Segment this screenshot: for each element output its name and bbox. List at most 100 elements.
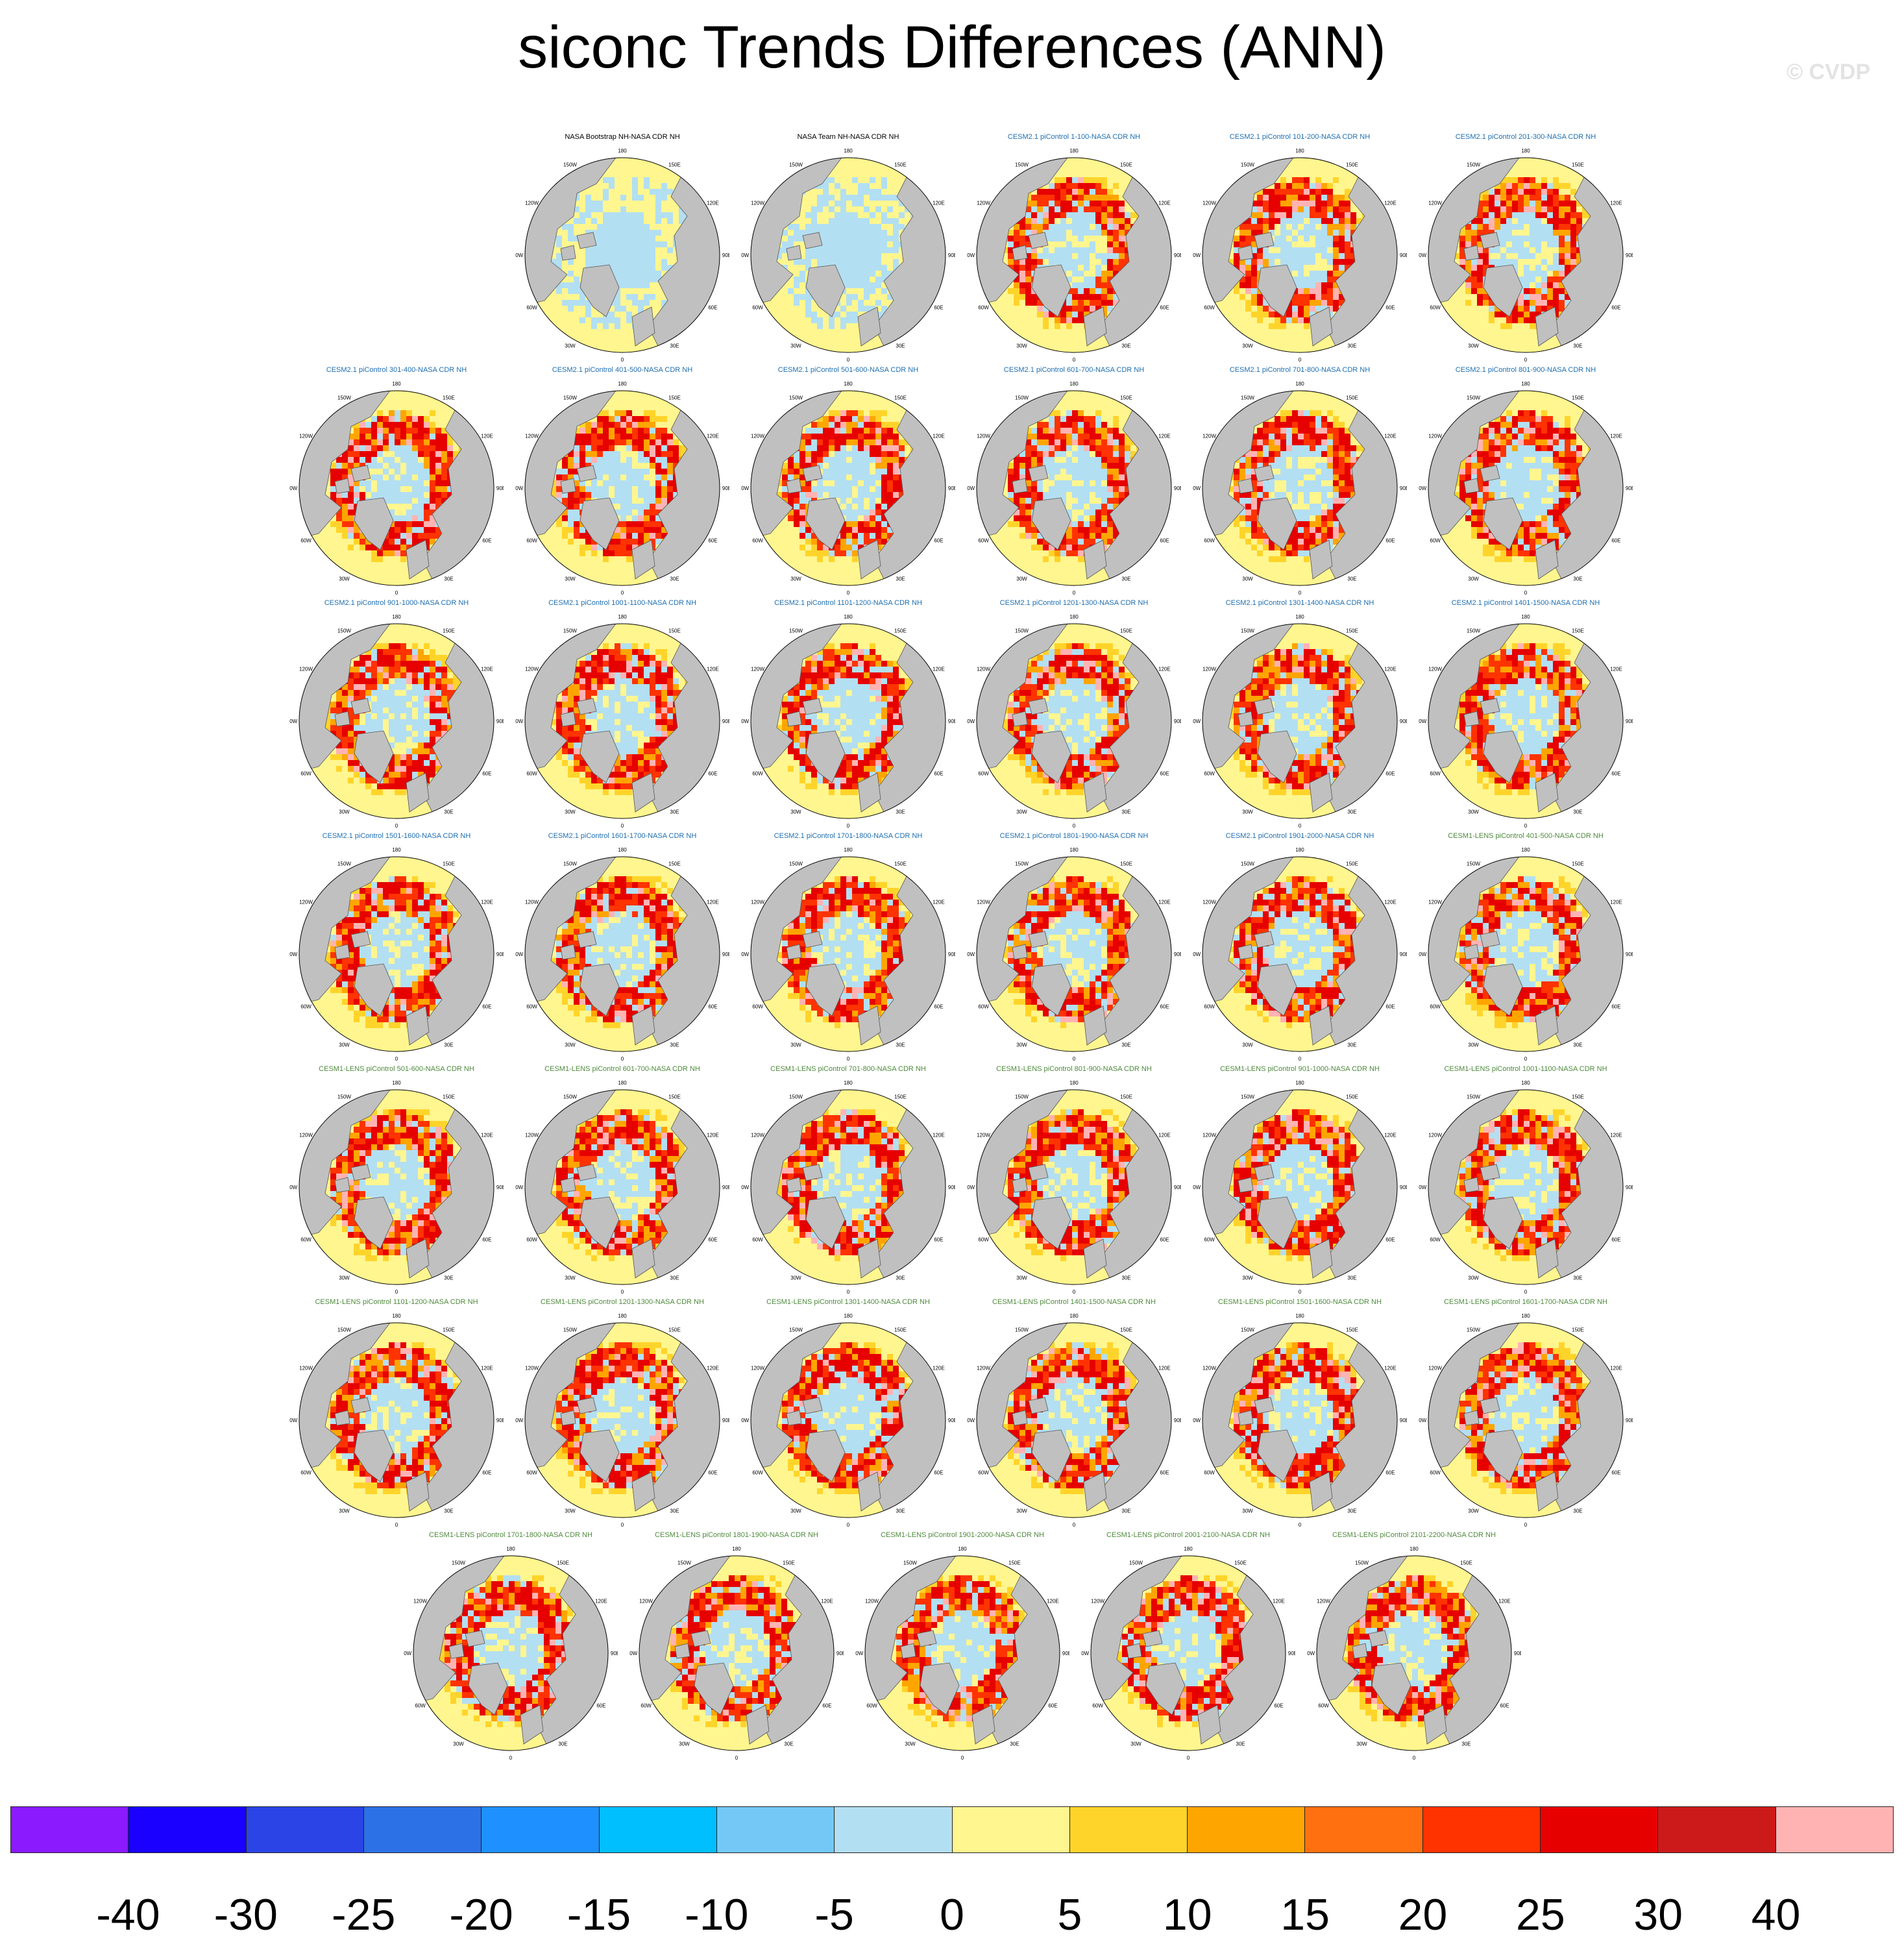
panel-title: CESM1-LENS piControl 601-700-NASA CDR NH <box>515 1064 729 1074</box>
longitude-label: 30E <box>1121 343 1130 349</box>
longitude-label: 150W <box>337 395 351 401</box>
panel-title: CESM1-LENS piControl 901-1000-NASA CDR N… <box>1193 1064 1407 1074</box>
longitude-label: 30W <box>339 576 350 582</box>
longitude-label: 180 <box>1295 614 1304 620</box>
polar-stereographic-map: 180 150E 120E 90E 60E 30E 0 30W 60W 90W 120W 150W <box>741 847 955 1062</box>
longitude-label: 0 <box>621 1056 624 1062</box>
longitude-label: 150W <box>1015 1094 1029 1100</box>
longitude-label: 90E <box>1400 252 1407 258</box>
longitude-label: 30W <box>565 809 576 815</box>
longitude-label: 0 <box>847 590 850 596</box>
longitude-label: 180 <box>1069 1313 1079 1319</box>
longitude-label: 60E <box>934 1470 943 1476</box>
panel-title: CESM1-LENS piControl 1201-1300-NASA CDR … <box>515 1297 729 1307</box>
map-panel: CESM2.1 piControl 1801-1900-NASA CDR NH 1… <box>967 831 1181 1070</box>
longitude-label: 90E <box>496 719 504 724</box>
longitude-label: 90W <box>1193 1185 1201 1190</box>
colorbar-tick-label: 30 <box>1633 1889 1683 1941</box>
longitude-label: 90W <box>741 252 750 258</box>
longitude-label: 0 <box>1299 357 1302 363</box>
longitude-label: 150W <box>1467 861 1480 867</box>
longitude-label: 120E <box>1158 900 1171 905</box>
longitude-label: 150E <box>1346 162 1358 168</box>
longitude-label: 180 <box>618 381 627 387</box>
longitude-label: 90E <box>948 719 955 724</box>
longitude-label: 150E <box>1572 628 1584 634</box>
longitude-label: 30E <box>1010 1741 1019 1747</box>
longitude-label: 90W <box>967 486 975 491</box>
longitude-label: 120W <box>977 1133 990 1138</box>
longitude-label: 90W <box>967 1185 975 1190</box>
polar-stereographic-map: 180 150E 120E 90E 60E 30E 0 30W 60W 90W 120W 150W <box>1193 614 1407 829</box>
longitude-label: 120E <box>1610 900 1622 905</box>
longitude-label: 180 <box>1069 381 1079 387</box>
longitude-label: 0 <box>621 590 624 596</box>
colorbar-tick-label: 25 <box>1516 1889 1565 1941</box>
colorbar-tick-label: 0 <box>940 1889 964 1941</box>
longitude-label: 30W <box>790 1275 801 1281</box>
longitude-label: 120E <box>707 1133 719 1138</box>
colorbar-tick-label: 15 <box>1280 1889 1330 1941</box>
map-panel: CESM2.1 piControl 601-700-NASA CDR NH 180… <box>967 365 1181 604</box>
longitude-label: 120E <box>933 900 945 905</box>
longitude-label: 150E <box>1346 861 1358 867</box>
longitude-label: 30E <box>444 1508 453 1514</box>
longitude-label: 30W <box>1468 576 1479 582</box>
trend-field <box>776 876 922 1028</box>
longitude-label: 30E <box>670 1275 679 1281</box>
longitude-label: 60E <box>482 1237 491 1243</box>
longitude-label: 30W <box>1242 809 1253 815</box>
colorbar-tick-label: -40 <box>96 1889 160 1941</box>
longitude-label: 180 <box>844 148 853 154</box>
longitude-label: 150E <box>1572 162 1584 168</box>
longitude-label: 120E <box>481 667 493 672</box>
longitude-label: 180 <box>844 1313 853 1319</box>
longitude-label: 180 <box>958 1546 967 1552</box>
longitude-label: 120E <box>1158 1133 1171 1138</box>
longitude-label: 150W <box>789 861 803 867</box>
longitude-label: 150E <box>668 1094 681 1100</box>
polar-stereographic-map: 180 150E 120E 90E 60E 30E 0 30W 60W 90W 120W 150W <box>289 1080 504 1295</box>
polar-stereographic-map: 180 150E 120E 90E 60E 30E 0 30W 60W 90W 120W 150W <box>1419 847 1633 1062</box>
longitude-label: 60W <box>1204 1004 1215 1010</box>
map-panel: CESM1-LENS piControl 1901-2000-NASA CDR … <box>855 1531 1069 1769</box>
longitude-label: 60E <box>1274 1703 1283 1709</box>
longitude-label: 30W <box>790 1508 801 1514</box>
longitude-label: 90E <box>496 486 504 491</box>
panel-title: CESM2.1 piControl 601-700-NASA CDR NH <box>967 365 1181 375</box>
polar-stereographic-map: 180 150E 120E 90E 60E 30E 0 30W 60W 90W 120W 150W <box>515 148 729 363</box>
longitude-label: 30W <box>1016 809 1027 815</box>
longitude-label: 90E <box>948 252 955 258</box>
longitude-label: 150E <box>668 162 681 168</box>
longitude-label: 60E <box>1385 538 1395 544</box>
longitude-label: 30W <box>1016 343 1027 349</box>
longitude-label: 150W <box>563 628 577 634</box>
longitude-label: 120E <box>1384 900 1397 905</box>
longitude-label: 150E <box>1120 628 1132 634</box>
longitude-label: 90E <box>1174 952 1181 957</box>
polar-stereographic-map: 180 150E 120E 90E 60E 30E 0 30W 60W 90W 120W 150W <box>1419 1313 1633 1528</box>
longitude-label: 150W <box>1241 1327 1254 1333</box>
longitude-label: 180 <box>1295 381 1304 387</box>
longitude-label: 180 <box>1521 1313 1530 1319</box>
map-panel: CESM1-LENS piControl 901-1000-NASA CDR N… <box>1193 1064 1407 1303</box>
map-panel: CESM1-LENS piControl 1401-1500-NASA CDR … <box>967 1297 1181 1536</box>
longitude-label: 90E <box>1174 719 1181 724</box>
longitude-label: 30W <box>565 576 576 582</box>
longitude-label: 30E <box>670 1042 679 1048</box>
longitude-label: 90E <box>1174 486 1181 491</box>
trend-field <box>1116 1575 1262 1727</box>
longitude-label: 150W <box>1467 1327 1480 1333</box>
panel-title: CESM1-LENS piControl 2101-2200-NASA CDR … <box>1307 1531 1521 1540</box>
longitude-label: 180 <box>844 381 853 387</box>
longitude-label: 90E <box>1174 252 1181 258</box>
polar-stereographic-map: 180 150E 120E 90E 60E 30E 0 30W 60W 90W 120W 150W <box>515 1313 729 1528</box>
longitude-label: 0 <box>395 823 398 829</box>
longitude-label: 0 <box>1524 590 1528 596</box>
longitude-label: 90E <box>722 952 729 957</box>
longitude-label: 90W <box>1419 719 1427 724</box>
longitude-label: 120E <box>1384 1133 1397 1138</box>
longitude-label: 60E <box>708 1004 717 1010</box>
colorbar-swatch <box>1304 1806 1422 1853</box>
longitude-label: 150W <box>1241 395 1254 401</box>
